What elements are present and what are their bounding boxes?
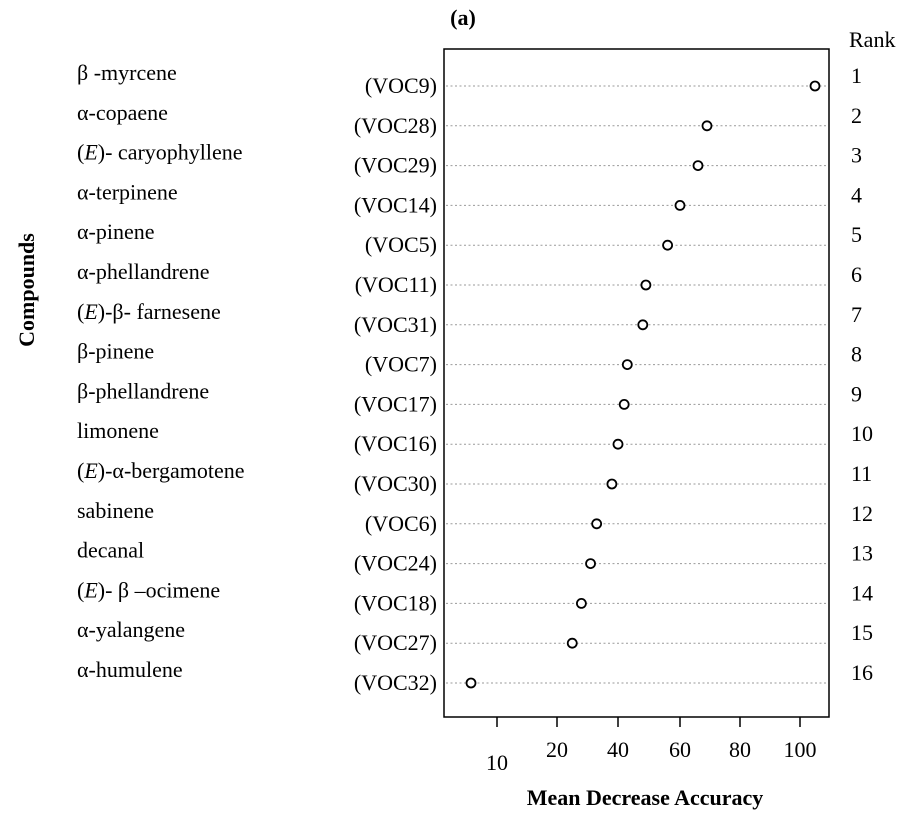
row-rank-10: limonene (VOC16) 10 <box>77 418 873 456</box>
rank-label: 15 <box>851 620 873 645</box>
data-point <box>606 478 618 490</box>
rank-label: 9 <box>851 381 862 406</box>
voc-code-label: (VOC30) <box>354 471 437 496</box>
x-tick-label: 10 <box>486 750 508 775</box>
x-tick-label: 80 <box>729 737 751 762</box>
rank-label: 16 <box>851 660 873 685</box>
rank-label: 3 <box>851 143 862 168</box>
data-point <box>674 199 686 211</box>
rank-header: Rank <box>849 27 895 52</box>
voc-code-label: (VOC31) <box>354 312 437 337</box>
row-rank-14: (E)- β –ocimene (VOC18) 14 <box>77 577 873 615</box>
row-rank-4: α-terpinene (VOC14) 4 <box>77 179 862 217</box>
rank-label: 5 <box>851 222 862 247</box>
compound-label: α-phellandrene <box>77 259 209 284</box>
row-rank-7: (E)-β- farnesene (VOC31) 7 <box>77 299 862 337</box>
voc-code-label: (VOC32) <box>354 670 437 695</box>
voc-code-label: (VOC16) <box>354 431 437 456</box>
data-point <box>465 677 477 689</box>
rows-layer: β -myrcene (VOC9) 1 α-copaene (VOC28) 2 (E)- c… <box>77 60 873 695</box>
data-point <box>618 398 630 410</box>
voc-code-label: (VOC17) <box>354 391 437 416</box>
rank-label: 8 <box>851 342 862 367</box>
compound-label: sabinene <box>77 498 154 523</box>
y-axis-label: Compounds <box>14 233 39 347</box>
data-point <box>591 518 603 530</box>
x-tick-label: 40 <box>607 737 629 762</box>
compound-label: limonene <box>77 418 159 443</box>
data-point <box>576 598 587 609</box>
data-point <box>585 558 596 569</box>
row-rank-3: (E)- caryophyllene (VOC29) 3 <box>77 140 862 178</box>
data-point <box>662 239 673 251</box>
row-rank-11: (E)-α-bergamotene (VOC30) 11 <box>77 458 872 496</box>
compound-label: (E)- caryophyllene <box>77 140 243 165</box>
x-axis: 10 20 40 60 80 100 <box>486 717 817 775</box>
voc-code-label: (VOC9) <box>365 73 437 98</box>
voc-code-label: (VOC14) <box>354 192 437 217</box>
row-rank-2: α-copaene (VOC28) 2 <box>77 100 862 138</box>
row-rank-12: sabinene (VOC6) 12 <box>77 498 873 536</box>
compound-label: β-phellandrene <box>77 378 209 403</box>
compound-label: (E)- β –ocimene <box>77 577 220 602</box>
rank-label: 14 <box>851 580 873 605</box>
x-axis-label: Mean Decrease Accuracy <box>527 785 764 810</box>
voc-code-label: (VOC7) <box>365 352 437 377</box>
rank-label: 6 <box>851 262 862 287</box>
data-point <box>612 438 624 450</box>
voc-code-label: (VOC5) <box>365 232 437 257</box>
voc-code-label: (VOC29) <box>354 153 437 178</box>
row-rank-16: α-humulene (VOC32) 16 <box>77 657 873 695</box>
rank-label: 1 <box>851 63 862 88</box>
rank-label: 13 <box>851 541 873 566</box>
compound-label: (E)-β- farnesene <box>77 299 221 324</box>
data-point <box>621 359 633 371</box>
row-rank-9: β-phellandrene (VOC17) 9 <box>77 378 862 416</box>
rank-label: 2 <box>851 103 862 128</box>
rank-label: 7 <box>851 302 862 327</box>
data-point <box>640 279 652 291</box>
data-point <box>692 160 704 172</box>
compound-label: (E)-α-bergamotene <box>77 458 245 483</box>
plot-frame <box>443 48 830 718</box>
voc-code-label: (VOC18) <box>354 590 437 615</box>
compound-label: β-pinene <box>77 339 154 364</box>
data-point <box>566 637 578 649</box>
compound-label: α-humulene <box>77 657 183 682</box>
row-rank-6: α-phellandrene (VOC11) 6 <box>77 259 862 297</box>
rank-label: 12 <box>851 501 873 526</box>
row-rank-15: α-yalangene (VOC27) 15 <box>77 617 873 655</box>
compound-label: α-pinene <box>77 219 155 244</box>
panel-label: (a) <box>450 5 476 30</box>
data-point <box>809 80 821 92</box>
row-rank-13: decanal (VOC24) 13 <box>77 538 873 576</box>
voc-code-label: (VOC6) <box>365 511 437 536</box>
data-point <box>701 120 713 132</box>
x-tick-label: 20 <box>546 737 568 762</box>
data-point <box>637 319 649 331</box>
x-tick-label: 60 <box>669 737 691 762</box>
row-rank-5: α-pinene (VOC5) 5 <box>77 219 862 257</box>
voc-code-label: (VOC24) <box>354 551 437 576</box>
compound-label: α-copaene <box>77 100 168 125</box>
voc-code-label: (VOC11) <box>355 272 437 297</box>
rank-label: 10 <box>851 421 873 446</box>
row-rank-1: β -myrcene (VOC9) 1 <box>77 60 862 98</box>
compound-label: decanal <box>77 538 144 563</box>
compound-label: β -myrcene <box>77 60 177 85</box>
x-tick-label: 100 <box>784 737 817 762</box>
voc-code-label: (VOC27) <box>354 630 437 655</box>
rank-label: 4 <box>851 182 862 207</box>
voc-code-label: (VOC28) <box>354 113 437 138</box>
compound-label: α-terpinene <box>77 179 178 204</box>
compound-label: α-yalangene <box>77 617 185 642</box>
rank-label: 11 <box>851 461 872 486</box>
row-rank-8: β-pinene (VOC7) 8 <box>77 339 862 377</box>
